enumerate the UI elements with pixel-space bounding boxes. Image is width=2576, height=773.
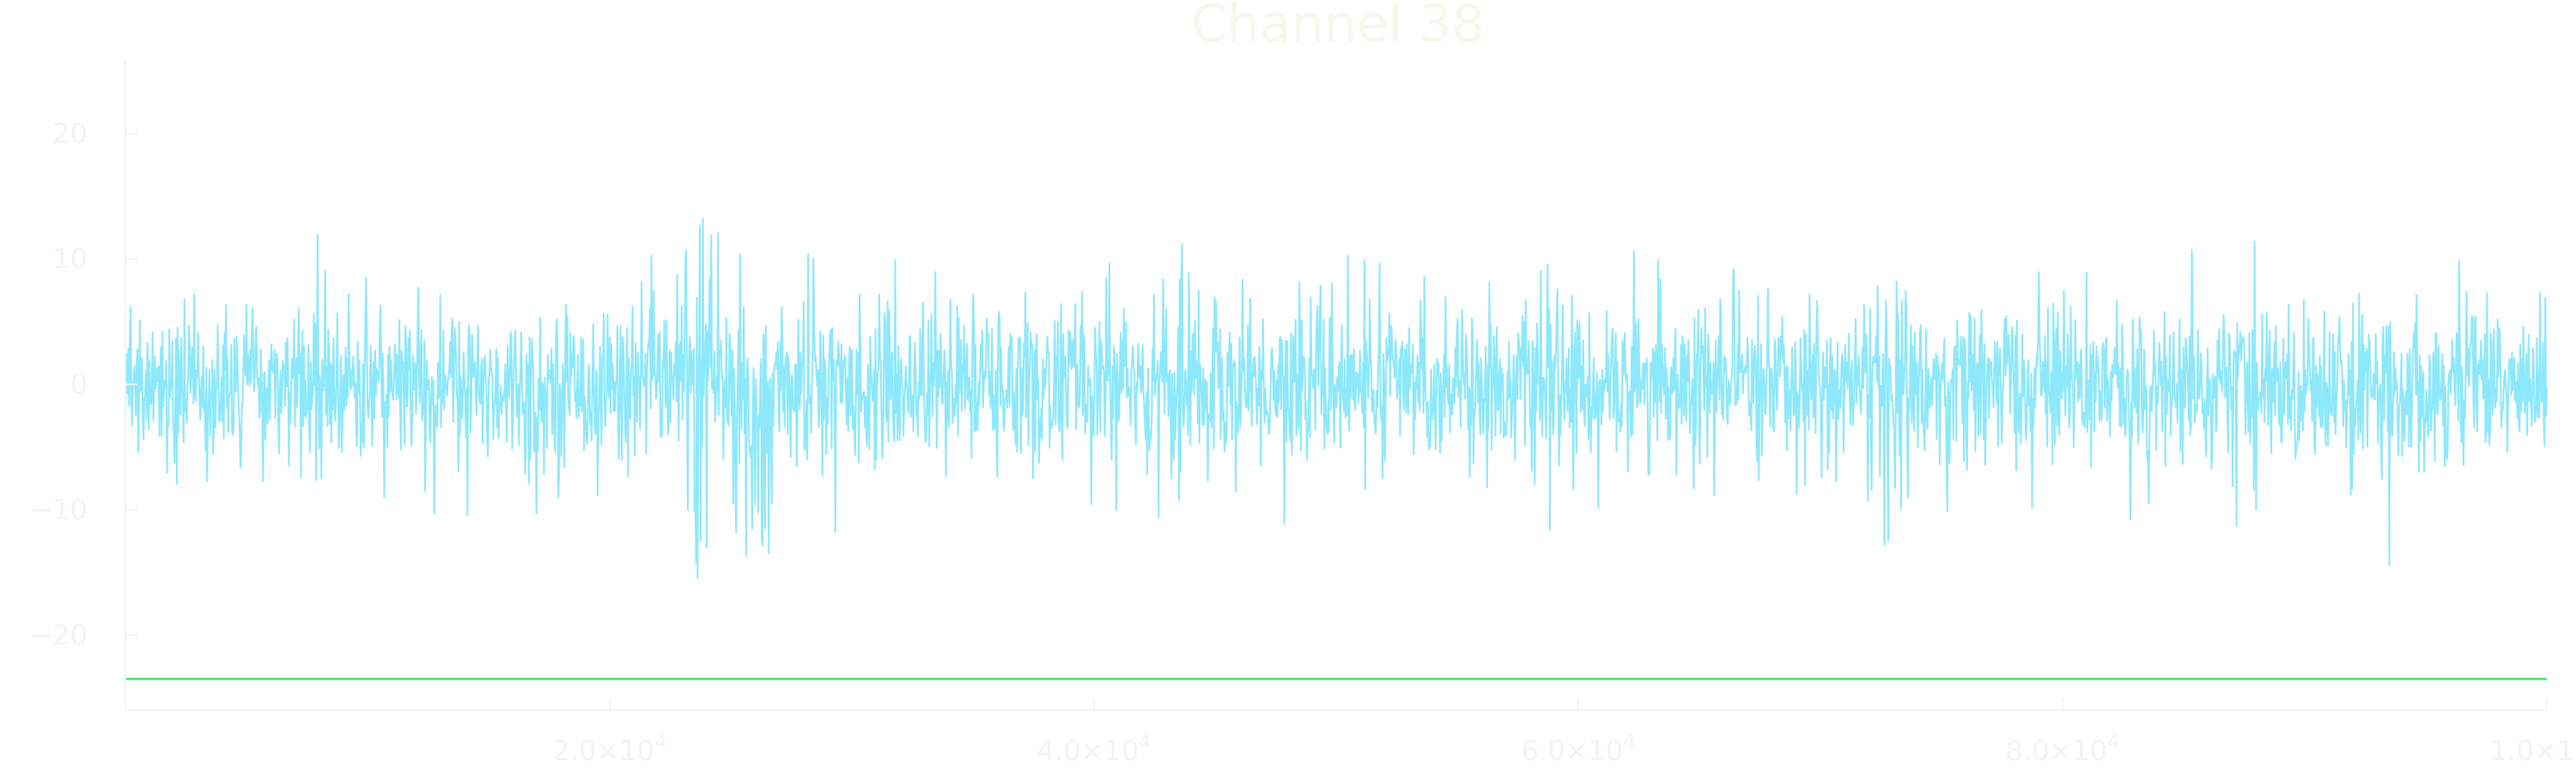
x-tick-label: 6.0×104: [1522, 732, 1635, 767]
plot-area: [125, 217, 2548, 680]
x-tick-label-base: 1.0×10: [2490, 734, 2576, 767]
y-tick-label: 10: [52, 243, 88, 276]
x-tick-label-exponent: 4: [1139, 732, 1151, 753]
x-tick-label: 8.0×104: [2006, 732, 2119, 767]
x-tick-label: 1.0×105: [2490, 732, 2576, 767]
signal-layer: [125, 217, 2548, 580]
y-tick-label: 20: [52, 118, 88, 150]
y-tick-label: 0: [70, 368, 88, 401]
x-tick-label-base: 8.0×10: [2006, 734, 2107, 767]
x-tick-label-base: 4.0×10: [1037, 734, 1139, 767]
y-tick-label: −20: [29, 618, 88, 651]
x-tick-label-exponent: 4: [2107, 732, 2119, 753]
x-tick-label-exponent: 4: [654, 732, 666, 753]
x-tick-label-exponent: 4: [1623, 732, 1635, 753]
y-tick-label: −10: [29, 493, 88, 526]
x-tick-label: 4.0×104: [1037, 732, 1151, 767]
x-tick-label-base: 2.0×10: [553, 734, 654, 767]
chart-title: Channel 38: [1191, 0, 1485, 54]
x-tick-label: 2.0×104: [553, 732, 666, 767]
y-axis-ticks: 20 10 0 −10 −20: [29, 118, 137, 651]
x-tick-label-base: 6.0×10: [1522, 734, 1623, 767]
signal-series-line: [125, 217, 2548, 580]
